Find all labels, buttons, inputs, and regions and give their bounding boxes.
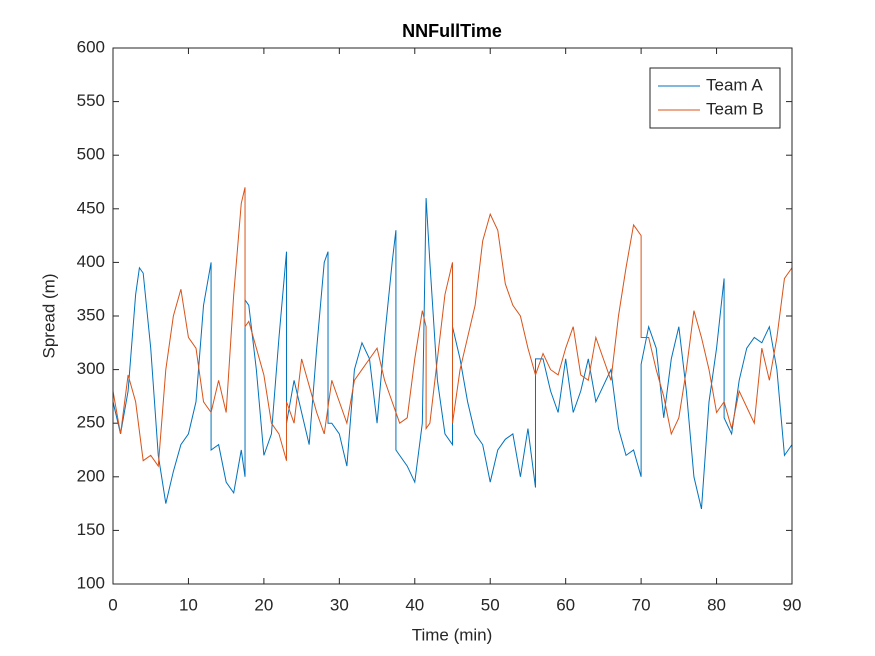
x-tick-label: 90 [783, 595, 802, 614]
y-tick-label: 200 [77, 466, 105, 485]
x-tick-label: 40 [405, 595, 424, 614]
y-tick-label: 150 [77, 520, 105, 539]
y-tick-label: 550 [77, 91, 105, 110]
x-tick-label: 10 [179, 595, 198, 614]
legend-box [649, 67, 781, 129]
x-tick-label: 50 [481, 595, 500, 614]
y-tick-label: 400 [77, 252, 105, 271]
x-tick-label: 20 [254, 595, 273, 614]
y-tick-label: 100 [77, 573, 105, 592]
y-tick-label: 350 [77, 305, 105, 324]
chart-title: NNFullTime [402, 21, 502, 41]
y-axis-label: Spread (m) [39, 273, 58, 358]
x-tick-label: 30 [330, 595, 349, 614]
y-tick-label: 450 [77, 198, 105, 217]
y-tick-label: 500 [77, 145, 105, 164]
x-tick-label: 0 [108, 595, 117, 614]
y-tick-label: 250 [77, 413, 105, 432]
series-line [112, 187, 793, 468]
legend-label: Team A [706, 75, 763, 94]
y-tick-label: 300 [77, 359, 105, 378]
series-line [112, 198, 793, 510]
axes-box [112, 47, 793, 585]
y-tick-label: 600 [77, 37, 105, 56]
x-axis-label: Time (min) [412, 625, 493, 644]
x-tick-label: 60 [556, 595, 575, 614]
legend-label: Team B [706, 99, 764, 118]
x-tick-label: 80 [707, 595, 726, 614]
x-tick-label: 70 [632, 595, 651, 614]
